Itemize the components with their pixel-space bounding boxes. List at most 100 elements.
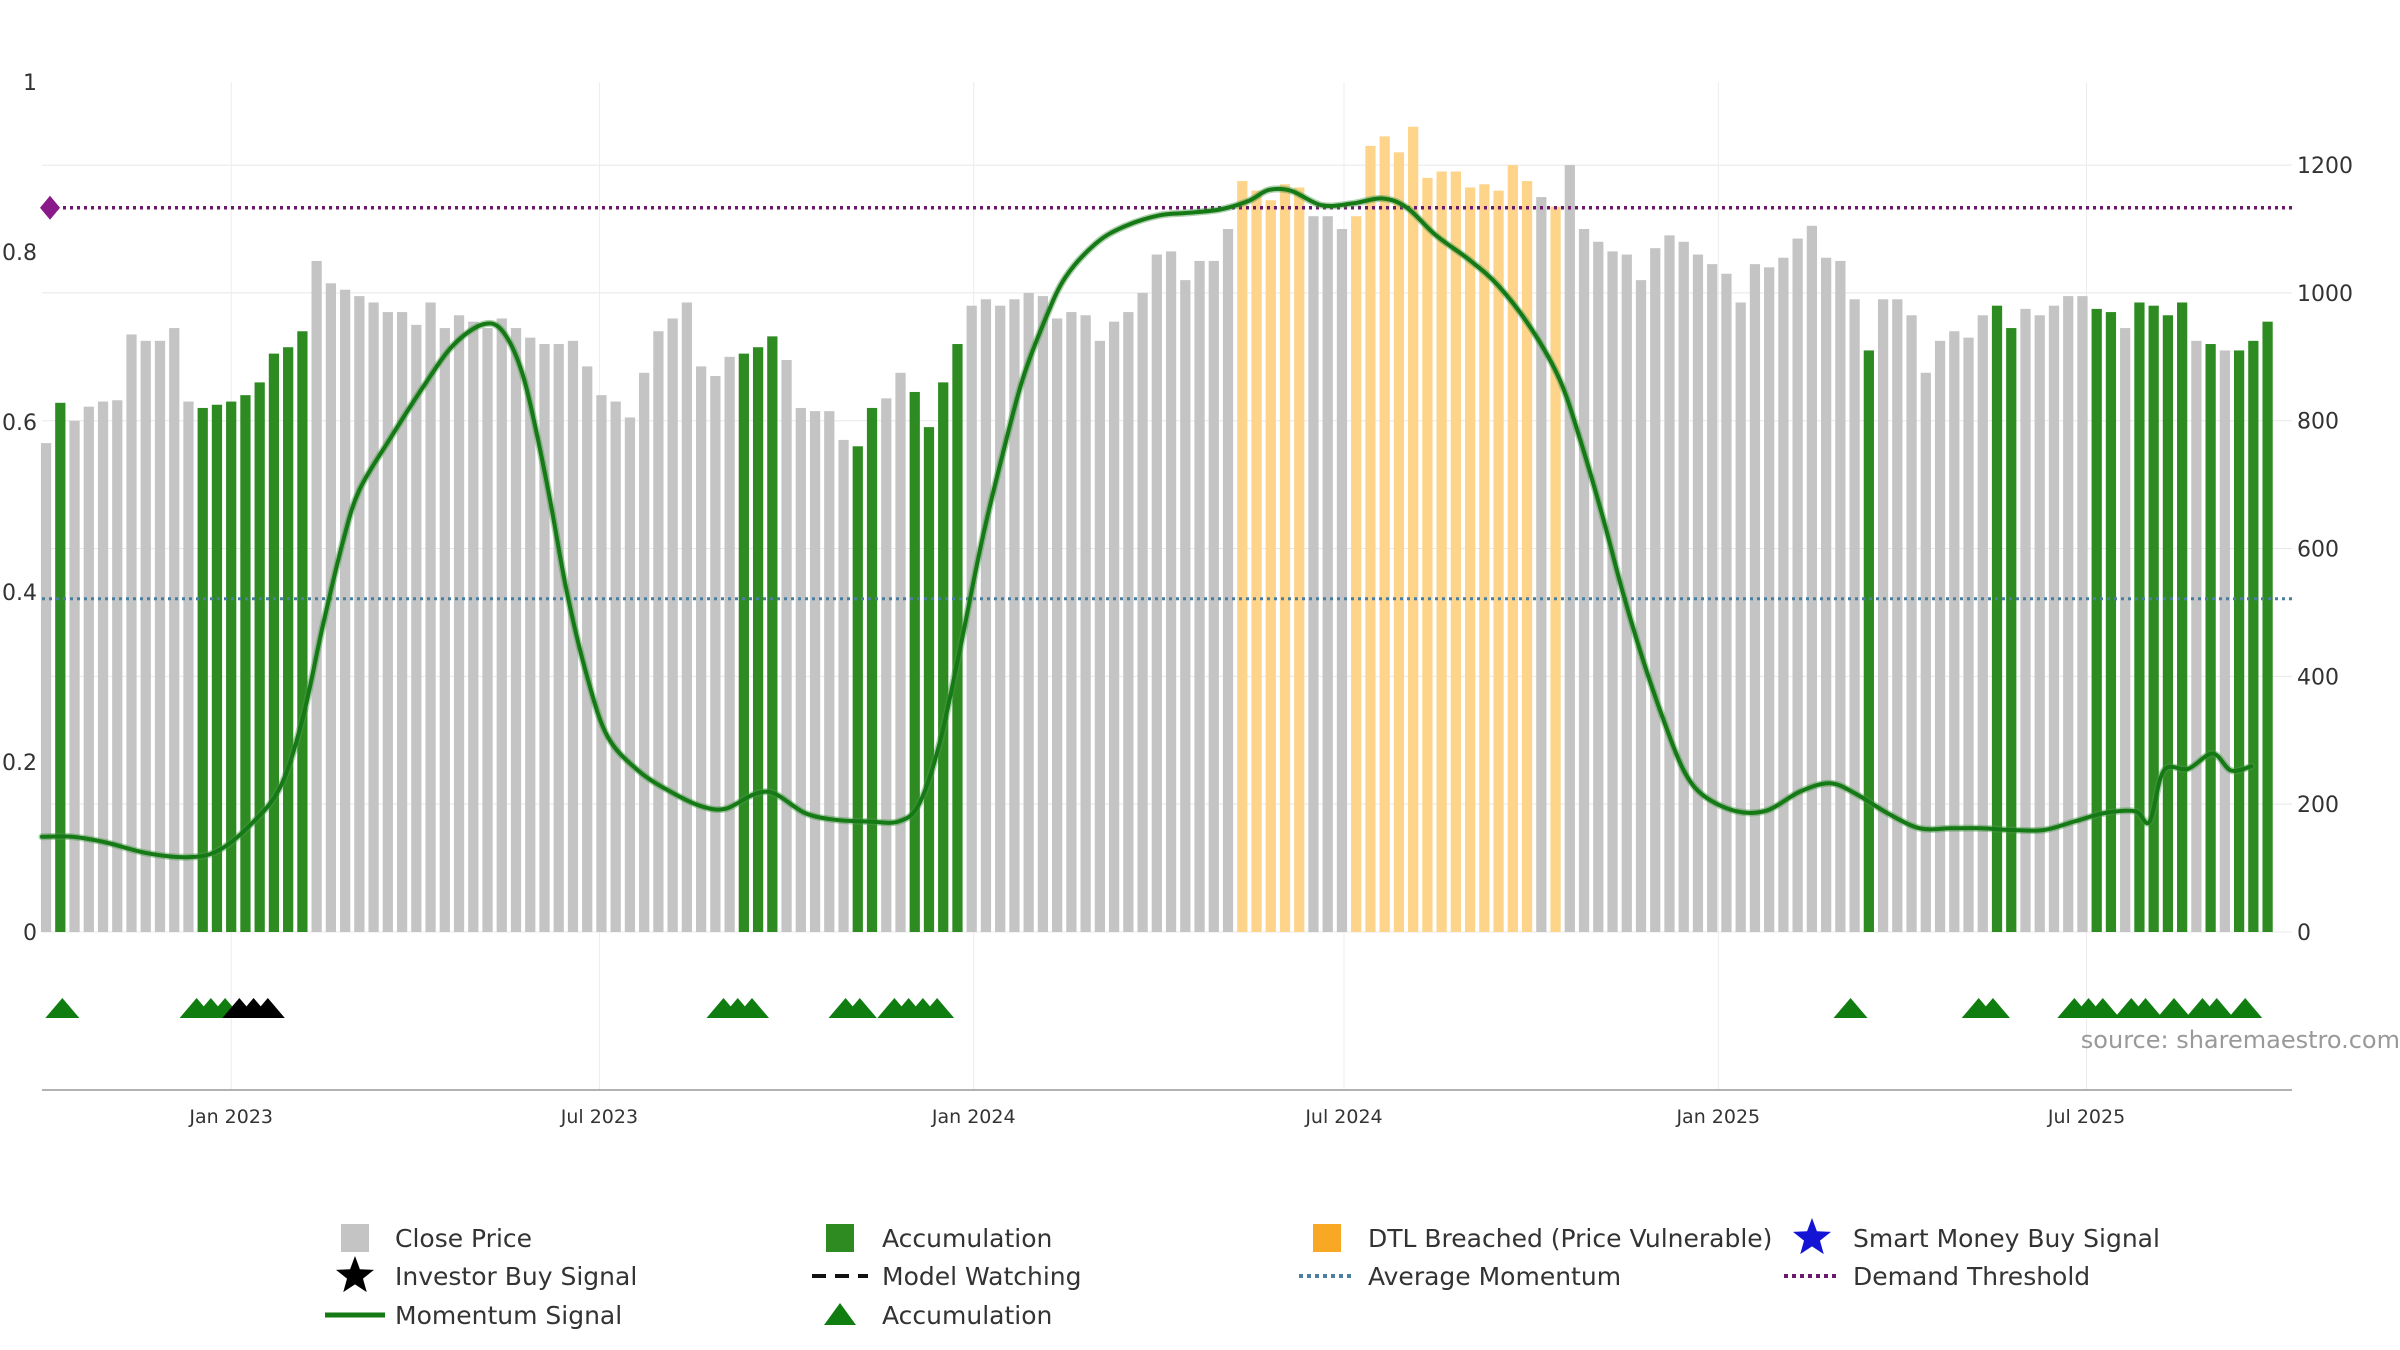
- close-price-bar: [154, 340, 166, 932]
- close-price-bar: [724, 356, 735, 933]
- close-price-bar: [1536, 197, 1547, 932]
- legend-close-price-symbol: [341, 1224, 369, 1252]
- close-price-bar: [439, 328, 450, 933]
- left-axis-tick-label: 0.6: [2, 411, 37, 436]
- accumulation-bar: [297, 331, 308, 932]
- close-price-bar: [2034, 315, 2045, 932]
- accumulation-triangle: [2085, 998, 2120, 1018]
- close-price-bar: [2120, 328, 2131, 933]
- dtl-breached-bar: [1393, 152, 1405, 932]
- close-price-bar: [1336, 228, 1348, 932]
- legend: Close Price Accumulation DTL Breached (Pri…: [325, 1218, 2160, 1330]
- legend-label: Model Watching: [882, 1262, 1082, 1291]
- legend-label: Accumulation: [882, 1224, 1052, 1253]
- close-price-bar: [995, 305, 1006, 932]
- close-price-bar: [1635, 280, 1647, 932]
- close-price-bar: [1849, 299, 1860, 933]
- close-price-bar: [1123, 312, 1134, 932]
- close-price-bar: [112, 400, 123, 932]
- legend-label: Average Momentum: [1368, 1262, 1621, 1291]
- price-bars: [40, 126, 2273, 933]
- right-axis-tick-label: 0: [2297, 921, 2311, 946]
- close-price-bar: [1707, 264, 1718, 933]
- accumulation-bar: [2134, 302, 2145, 932]
- accumulation-bar: [2248, 340, 2259, 932]
- accumulation-bar: [2148, 305, 2159, 932]
- close-price-bar: [396, 312, 408, 932]
- close-price-bar: [553, 344, 564, 932]
- close-price-bar: [1094, 340, 1105, 932]
- close-price-bar: [1578, 228, 1590, 932]
- accumulation-bar: [767, 336, 778, 932]
- accumulation-triangle: [734, 998, 769, 1018]
- accumulation-bar: [197, 407, 208, 933]
- x-axis-tick-label: Jul 2025: [2047, 1106, 2125, 1128]
- close-price-bar: [1621, 254, 1632, 932]
- close-price-bar: [980, 299, 992, 933]
- momentum-signal-line: [38, 185, 2255, 861]
- close-price-bar: [1949, 331, 1960, 932]
- close-price-bar: [69, 420, 80, 932]
- close-price-bar: [2020, 308, 2031, 932]
- source-credit: source: sharemaestro.com: [2081, 1026, 2400, 1054]
- close-price-bar: [339, 289, 351, 932]
- dtl-breached-bar: [1251, 190, 1262, 933]
- legend-label: Momentum Signal: [395, 1301, 622, 1330]
- dtl-breached-bar: [1507, 165, 1518, 932]
- close-price-bar: [1593, 241, 1604, 933]
- accumulation-bar: [1863, 350, 1874, 933]
- close-price-bar: [368, 302, 379, 932]
- close-price-bar: [582, 366, 593, 932]
- close-price-bar: [2048, 305, 2060, 932]
- close-price-bar: [1080, 315, 1091, 932]
- close-price-bar: [809, 411, 821, 932]
- momentum-signal-path: [40, 186, 2254, 860]
- dtl-breached-bar: [1279, 184, 1291, 933]
- close-price-bar: [1308, 216, 1319, 933]
- close-price-bar: [1180, 280, 1191, 932]
- close-price-bar: [639, 372, 650, 933]
- close-price-bar: [681, 302, 693, 932]
- close-price-bar: [425, 302, 436, 932]
- close-price-bar: [795, 407, 806, 933]
- close-price-bar: [1920, 372, 1931, 933]
- dtl-breached-bar: [1479, 184, 1490, 933]
- close-price-bar: [1977, 315, 1988, 932]
- left-axis-tick-label: 1: [23, 71, 37, 96]
- close-price-bar: [40, 443, 52, 932]
- legend-smart-money-star-icon: [1792, 1218, 1832, 1255]
- close-price-bar: [183, 401, 194, 933]
- left-axis-tick-label: 0.4: [2, 581, 37, 606]
- demand-threshold-marker: [40, 195, 60, 220]
- axes: 0 200 400 600 800 1000 1200 0 0.2 0.4 0.6 0.8 1 Jan 2…: [2, 71, 2353, 1128]
- accumulation-markers: [45, 998, 2263, 1018]
- legend-label: Investor Buy Signal: [395, 1262, 637, 1291]
- close-price-bar: [1963, 337, 1974, 932]
- accumulation-bar: [2177, 302, 2188, 932]
- close-price-bar: [496, 318, 507, 932]
- close-price-bar: [624, 417, 636, 932]
- close-price-bar: [468, 321, 479, 933]
- right-axis-tick-label: 1200: [2297, 154, 2353, 179]
- legend-dtl-symbol: [1313, 1224, 1341, 1252]
- close-price-bar: [97, 401, 109, 933]
- close-price-bar: [1678, 241, 1689, 933]
- close-price-bar: [1892, 299, 1903, 933]
- close-price-bar: [126, 334, 137, 932]
- accumulation-bar: [240, 395, 251, 932]
- close-price-bar: [1108, 321, 1120, 933]
- accumulation-bar: [866, 407, 878, 933]
- close-price-bar: [482, 328, 493, 933]
- accumulation-bar: [254, 382, 265, 932]
- close-price-bar: [325, 283, 337, 932]
- accumulation-triangle: [2157, 998, 2192, 1018]
- accumulation-bar: [952, 344, 963, 932]
- close-price-bar: [1607, 251, 1618, 932]
- close-price-bar: [354, 296, 365, 932]
- close-price-bar: [1066, 312, 1077, 932]
- close-price-bar: [1322, 216, 1333, 933]
- close-price-bar: [2219, 350, 2230, 933]
- accumulation-bar: [55, 402, 66, 933]
- close-price-bar: [1151, 254, 1162, 932]
- close-price-bar: [881, 398, 892, 932]
